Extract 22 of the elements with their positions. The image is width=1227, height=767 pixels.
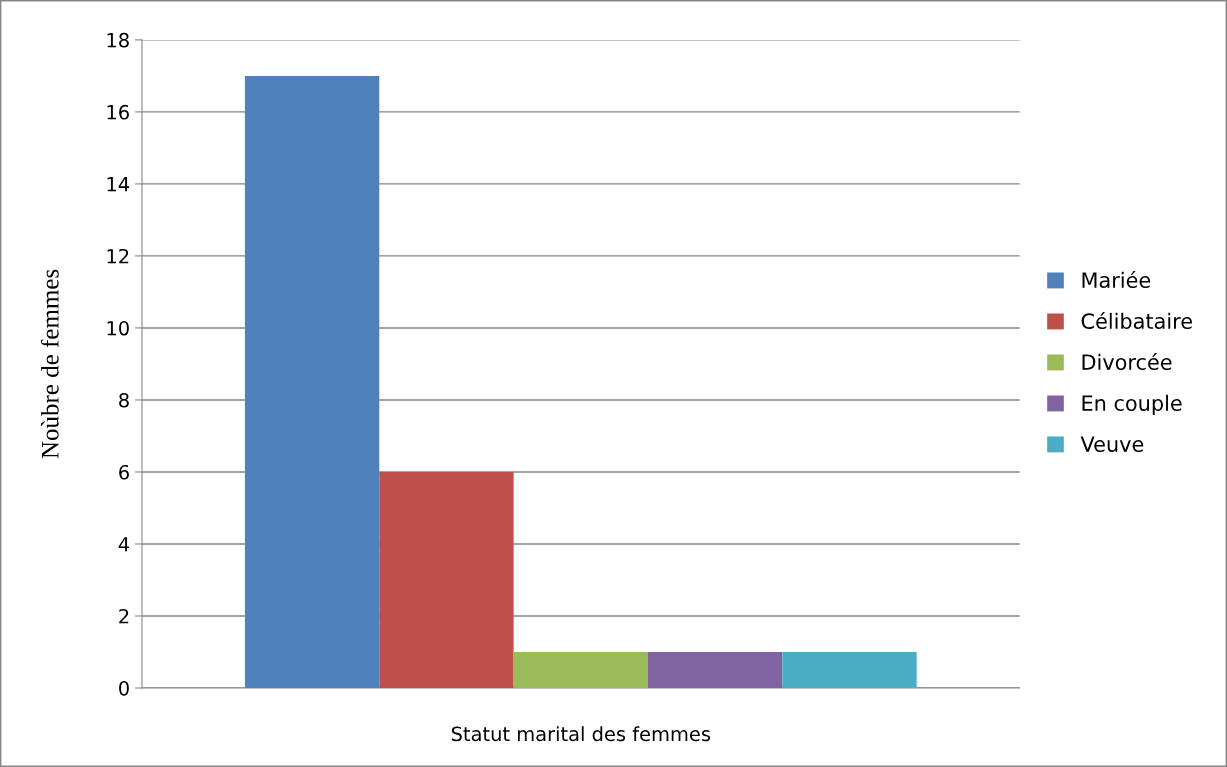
y-tick-label: 8 bbox=[119, 392, 129, 408]
y-tick-label: 6 bbox=[119, 464, 129, 480]
y-tick-label: 12 bbox=[107, 248, 129, 264]
y-tick-label: 0 bbox=[119, 680, 129, 696]
bar bbox=[782, 651, 917, 688]
bar bbox=[244, 75, 380, 688]
y-tick-label: 18 bbox=[107, 32, 129, 48]
y-tick-label: 2 bbox=[119, 608, 129, 624]
y-tick-label: 10 bbox=[107, 320, 129, 336]
legend-label: Célibataire bbox=[1081, 312, 1192, 329]
legend-label: Divorcée bbox=[1082, 353, 1172, 370]
y-tick-label: 14 bbox=[107, 177, 130, 192]
y-axis-title: Noùbre de femmes bbox=[40, 269, 59, 459]
legend-label: Veuve bbox=[1080, 436, 1144, 452]
bar bbox=[379, 471, 514, 688]
x-axis-title: Statut marital des femmes bbox=[451, 726, 711, 742]
y-tick-label: 4 bbox=[118, 537, 130, 552]
bar bbox=[513, 651, 648, 688]
legend-label: En couple bbox=[1082, 394, 1182, 416]
y-tick-label: 16 bbox=[107, 104, 129, 120]
legend-label: Mariée bbox=[1082, 271, 1151, 288]
bar bbox=[647, 651, 783, 688]
